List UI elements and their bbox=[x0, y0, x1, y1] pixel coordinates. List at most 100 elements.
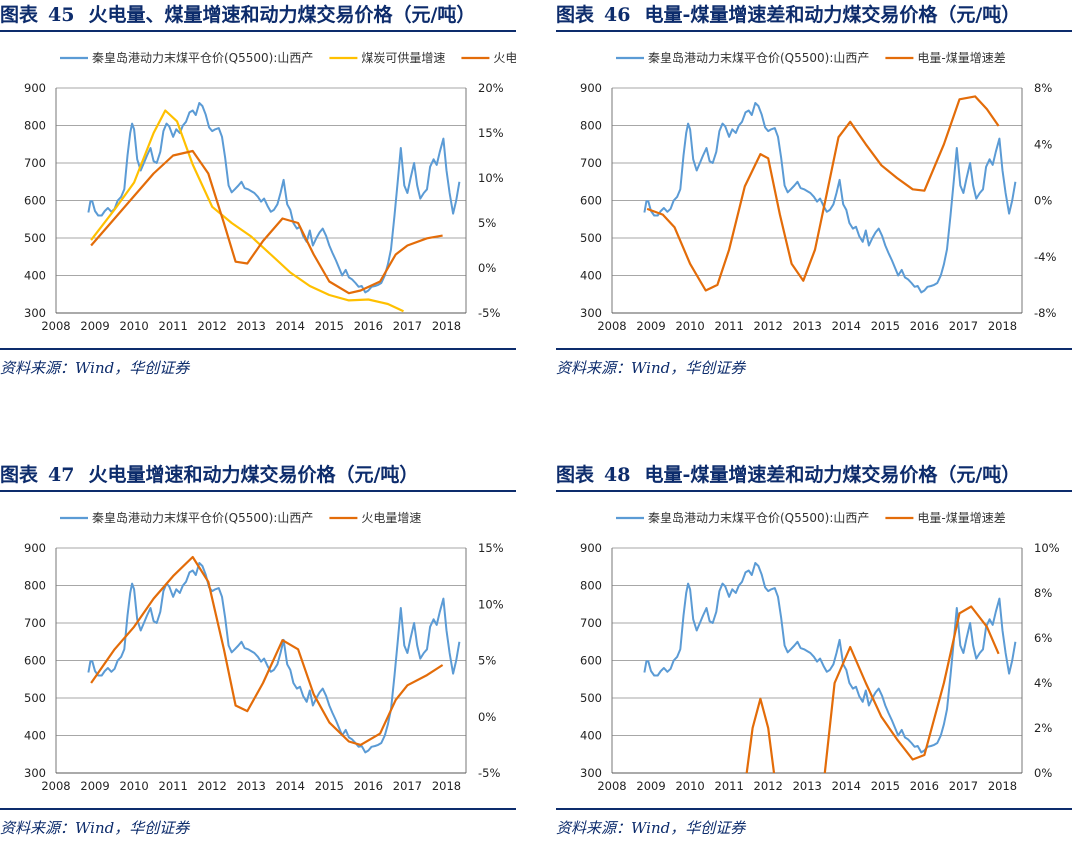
title-prefix: 图表 bbox=[556, 464, 595, 486]
x-tick-label: 2008 bbox=[41, 319, 70, 333]
y-left-tick-label: 300 bbox=[24, 766, 46, 780]
y-left-tick-label: 300 bbox=[24, 306, 46, 320]
chart-title: 图表 46 电量-煤量增速差和动力煤交易价格（元/吨） bbox=[556, 0, 1072, 32]
y-right-tick-label: 0% bbox=[478, 261, 496, 275]
series-line bbox=[90, 109, 404, 313]
series-line bbox=[823, 605, 1000, 774]
title-number: 48 bbox=[604, 464, 631, 486]
y-right-tick-label: 20% bbox=[478, 81, 504, 95]
chart-panel-47: 图表 47 火电量增速和动力煤交易价格（元/吨） 300 400 500 600 700 80… bbox=[0, 460, 516, 860]
title-number: 47 bbox=[48, 464, 75, 486]
y-right-tick-label: 8% bbox=[1034, 586, 1052, 600]
line-chart: 300 400 500 600 700 800 900 0% 2% 4% 6% 8% 10% 2008 20… bbox=[580, 510, 1060, 793]
x-tick-label: 2017 bbox=[393, 779, 422, 793]
y-right-tick-label: 0% bbox=[478, 710, 496, 724]
y-right-tick-label: 2% bbox=[1034, 721, 1052, 735]
divider bbox=[0, 808, 516, 810]
x-tick-label: 2014 bbox=[276, 779, 305, 793]
x-tick-label: 2016 bbox=[354, 319, 383, 333]
x-tick-label: 2014 bbox=[276, 319, 305, 333]
x-tick-label: 2018 bbox=[432, 779, 461, 793]
legend-label: 煤炭可供量增速 bbox=[361, 51, 445, 65]
x-tick-label: 2015 bbox=[871, 319, 900, 333]
chart-panel-45: 图表 45 火电量、煤量增速和动力煤交易价格（元/吨） 300 400 500 600 70… bbox=[0, 0, 516, 400]
x-tick-label: 2009 bbox=[636, 319, 665, 333]
title-prefix: 图表 bbox=[0, 464, 39, 486]
y-left-tick-label: 400 bbox=[580, 269, 602, 283]
title-number: 45 bbox=[48, 4, 75, 26]
plot-area bbox=[643, 562, 1017, 774]
y-left-tick-label: 500 bbox=[580, 691, 602, 705]
x-tick-label: 2013 bbox=[793, 779, 822, 793]
x-tick-label: 2015 bbox=[315, 779, 344, 793]
x-tick-label: 2012 bbox=[754, 779, 783, 793]
y-left-tick-label: 600 bbox=[24, 654, 46, 668]
plot-area bbox=[643, 95, 1017, 294]
y-left-tick-label: 800 bbox=[580, 579, 602, 593]
x-tick-label: 2018 bbox=[988, 779, 1017, 793]
title-prefix: 图表 bbox=[0, 4, 39, 26]
series-line bbox=[87, 102, 461, 294]
y-left-tick-label: 800 bbox=[24, 579, 46, 593]
x-tick-label: 2009 bbox=[636, 779, 665, 793]
y-right-tick-label: -8% bbox=[1034, 306, 1056, 320]
title-number: 46 bbox=[604, 4, 631, 26]
legend-label: 火电量增速 bbox=[361, 511, 421, 525]
series-line bbox=[90, 149, 443, 295]
y-left-tick-label: 300 bbox=[580, 306, 602, 320]
y-left-tick-label: 300 bbox=[580, 766, 602, 780]
y-left-tick-label: 700 bbox=[24, 616, 46, 630]
y-left-tick-label: 900 bbox=[24, 81, 46, 95]
source-note: 资料来源：Wind，华创证券 bbox=[0, 359, 190, 377]
x-tick-label: 2016 bbox=[910, 779, 939, 793]
legend-label: 秦皇岛港动力末煤平仓价(Q5500):山西产 bbox=[92, 50, 313, 65]
series-line bbox=[745, 697, 776, 774]
x-tick-label: 2016 bbox=[910, 319, 939, 333]
y-right-tick-label: 10% bbox=[478, 171, 504, 185]
series-line bbox=[90, 555, 444, 746]
x-tick-label: 2009 bbox=[80, 779, 109, 793]
x-tick-label: 2011 bbox=[715, 779, 744, 793]
y-left-tick-label: 400 bbox=[24, 269, 46, 283]
y-right-tick-label: 10% bbox=[478, 597, 504, 611]
y-left-tick-label: 700 bbox=[580, 156, 602, 170]
y-right-tick-label: 15% bbox=[478, 541, 504, 555]
y-left-tick-label: 900 bbox=[580, 541, 602, 555]
y-left-tick-label: 400 bbox=[580, 729, 602, 743]
y-left-tick-label: 500 bbox=[24, 691, 46, 705]
source-note: 资料来源：Wind，华创证券 bbox=[556, 819, 746, 837]
x-tick-label: 2014 bbox=[832, 319, 861, 333]
x-tick-label: 2013 bbox=[793, 319, 822, 333]
legend-label: 火电量增速 bbox=[493, 51, 516, 65]
y-left-tick-label: 600 bbox=[24, 194, 46, 208]
y-right-tick-label: 4% bbox=[1034, 676, 1052, 690]
y-left-tick-label: 600 bbox=[580, 194, 602, 208]
title-text: 火电量增速和动力煤交易价格（元/吨） bbox=[88, 464, 419, 486]
x-tick-label: 2012 bbox=[198, 319, 227, 333]
line-chart: 300 400 500 600 700 800 900 -5% 0% 5% 10% 15% 20% 200… bbox=[24, 50, 516, 333]
chart-panel-46: 图表 46 电量-煤量增速差和动力煤交易价格（元/吨） 300 400 500 600 70… bbox=[556, 0, 1072, 400]
x-tick-label: 2010 bbox=[675, 319, 704, 333]
y-left-tick-label: 900 bbox=[580, 81, 602, 95]
title-text: 电量-煤量增速差和动力煤交易价格（元/吨） bbox=[644, 4, 1021, 26]
x-tick-label: 2014 bbox=[832, 779, 861, 793]
series-line bbox=[643, 562, 1017, 754]
x-tick-label: 2016 bbox=[354, 779, 383, 793]
y-left-tick-label: 500 bbox=[580, 231, 602, 245]
y-left-tick-label: 800 bbox=[24, 119, 46, 133]
y-left-tick-label: 700 bbox=[24, 156, 46, 170]
x-tick-label: 2010 bbox=[119, 319, 148, 333]
x-tick-label: 2011 bbox=[159, 319, 188, 333]
series-line bbox=[643, 102, 1017, 294]
x-tick-label: 2018 bbox=[432, 319, 461, 333]
y-left-tick-label: 600 bbox=[580, 654, 602, 668]
x-tick-label: 2017 bbox=[949, 779, 978, 793]
legend-label: 秦皇岛港动力末煤平仓价(Q5500):山西产 bbox=[648, 50, 869, 65]
x-tick-label: 2009 bbox=[80, 319, 109, 333]
x-tick-label: 2013 bbox=[237, 319, 266, 333]
chart-title: 图表 48 电量-煤量增速差和动力煤交易价格（元/吨） bbox=[556, 460, 1072, 492]
x-tick-label: 2008 bbox=[597, 779, 626, 793]
legend-label: 电量-煤量增速差 bbox=[917, 51, 1005, 65]
chart-title: 图表 47 火电量增速和动力煤交易价格（元/吨） bbox=[0, 460, 516, 492]
source-note: 资料来源：Wind，华创证券 bbox=[0, 819, 190, 837]
